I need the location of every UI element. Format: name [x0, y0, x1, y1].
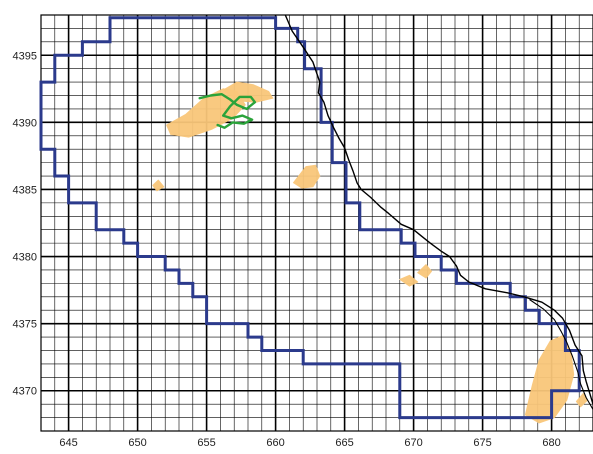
habitat-patch [222, 81, 274, 103]
x-tick-label: 670 [404, 437, 422, 449]
x-tick-label: 645 [59, 437, 77, 449]
x-axis-ticks: 645 650 655 660 665 670 675 680 [59, 437, 560, 449]
coastline-line [284, 14, 593, 405]
x-tick-label: 675 [473, 437, 491, 449]
y-tick-label: 4380 [13, 252, 37, 264]
habitat-patch [293, 164, 321, 189]
habitat-patch [399, 274, 419, 287]
track-polyline [198, 92, 257, 129]
y-tick-label: 4390 [13, 117, 37, 129]
habitat-patch [417, 264, 432, 279]
x-tick-label: 665 [335, 437, 353, 449]
plot-frame [40, 14, 593, 432]
coastline-inner-line [529, 299, 593, 410]
y-tick-label: 4385 [13, 184, 37, 196]
habitat-patch [152, 179, 165, 192]
y-tick-label: 4370 [13, 386, 37, 398]
grid-lines [40, 14, 593, 432]
x-tick-label: 650 [128, 437, 146, 449]
habitat-patch [166, 88, 246, 138]
boundary-polygon [39, 16, 581, 420]
coastline [284, 14, 593, 410]
x-tick-label: 680 [542, 437, 560, 449]
y-axis-ticks: 4370 4375 4380 4385 4390 4395 [13, 50, 37, 397]
track-line [198, 92, 257, 129]
y-tick-label: 4375 [13, 319, 37, 331]
y-tick-label: 4395 [13, 50, 37, 62]
study-area-boundary [39, 16, 581, 420]
x-tick-label: 655 [197, 437, 215, 449]
habitat-patches [152, 81, 588, 424]
x-tick-label: 660 [266, 437, 284, 449]
